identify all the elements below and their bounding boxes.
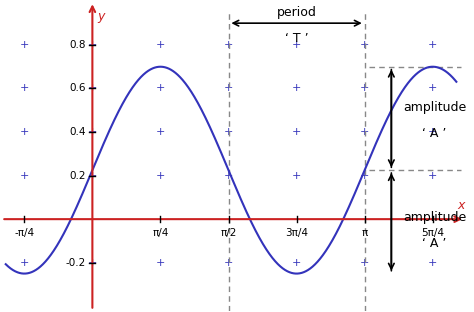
Text: π/2: π/2 [220,228,237,238]
Text: +: + [19,171,29,181]
Text: y: y [98,10,105,23]
Text: +: + [88,258,97,268]
Text: -π/4: -π/4 [14,228,35,238]
Text: +: + [156,127,165,137]
Text: +: + [428,40,438,50]
Text: 5π/4: 5π/4 [421,228,444,238]
Text: +: + [428,258,438,268]
Text: +: + [156,40,165,50]
Text: x: x [457,198,465,212]
Text: +: + [88,171,97,181]
Text: +: + [19,40,29,50]
Text: +: + [360,171,369,181]
Text: +: + [428,84,438,94]
Text: +: + [224,84,233,94]
Text: +: + [224,171,233,181]
Text: 3π/4: 3π/4 [285,228,308,238]
Text: 0.4: 0.4 [69,127,85,137]
Text: +: + [292,84,301,94]
Text: +: + [156,258,165,268]
Text: π/4: π/4 [152,228,169,238]
Text: 0.8: 0.8 [69,40,85,50]
Text: +: + [360,84,369,94]
Text: +: + [428,127,438,137]
Text: +: + [360,127,369,137]
Text: +: + [19,258,29,268]
Text: +: + [224,40,233,50]
Text: +: + [224,258,233,268]
Text: +: + [156,171,165,181]
Text: -0.2: -0.2 [65,258,85,268]
Text: +: + [156,84,165,94]
Text: +: + [88,84,97,94]
Text: +: + [88,127,97,137]
Text: period: period [277,6,317,19]
Text: +: + [19,84,29,94]
Text: amplitude: amplitude [403,101,466,114]
Text: +: + [19,127,29,137]
Text: +: + [292,171,301,181]
Text: +: + [224,127,233,137]
Text: 0.2: 0.2 [69,171,85,181]
Text: ‘ A ’: ‘ A ’ [422,127,447,140]
Text: +: + [360,258,369,268]
Text: amplitude: amplitude [403,211,466,224]
Text: +: + [428,171,438,181]
Text: +: + [88,40,97,50]
Text: ‘ A ’: ‘ A ’ [422,237,447,250]
Text: +: + [292,40,301,50]
Text: +: + [292,127,301,137]
Text: +: + [292,258,301,268]
Text: 0.6: 0.6 [69,84,85,94]
Text: π: π [362,228,368,238]
Text: +: + [360,40,369,50]
Text: ‘ T ’: ‘ T ’ [285,32,309,45]
